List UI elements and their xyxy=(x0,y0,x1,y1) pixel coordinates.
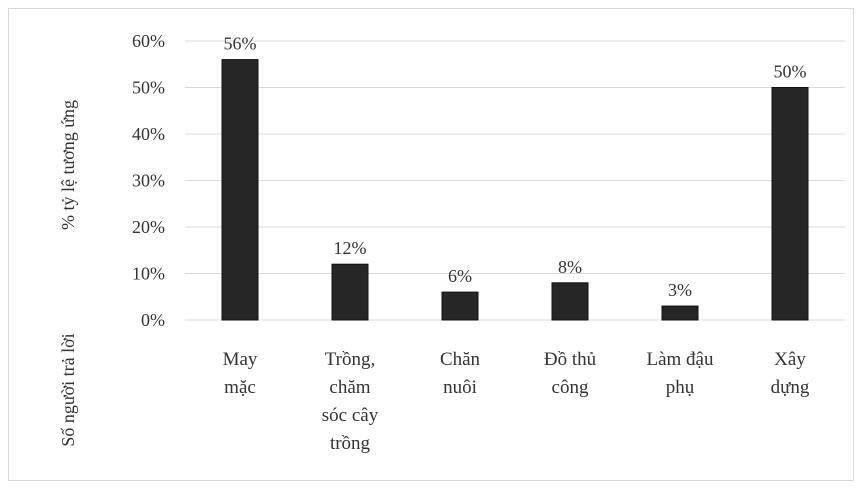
y-tick-label: 40% xyxy=(132,124,165,144)
x-category-line: nuôi xyxy=(443,377,477,398)
bar xyxy=(441,291,479,321)
bar xyxy=(771,87,809,321)
data-label: 56% xyxy=(224,34,257,54)
y-tick-label: 0% xyxy=(141,310,165,330)
x-category-label: Làm đậu phụ xyxy=(646,349,714,398)
y-tick-label: 20% xyxy=(132,217,165,237)
chart-frame xyxy=(8,8,854,481)
bar xyxy=(221,59,259,321)
x-category-line: Đồ thủ xyxy=(544,349,597,370)
y-tick-label: 50% xyxy=(132,78,165,98)
x-category-line: công xyxy=(552,377,589,398)
gridlines xyxy=(185,40,845,321)
x-category-label: Chăn nuôi xyxy=(440,349,481,398)
bar xyxy=(331,263,369,321)
data-label: 6% xyxy=(448,266,472,286)
data-label: 3% xyxy=(668,280,692,300)
x-category-label: Đồ thủ công xyxy=(544,349,597,398)
y-tick-label: 60% xyxy=(132,31,165,51)
y-axis-ticks: 0% 10% 20% 30% 40% 50% 60% xyxy=(132,31,165,330)
x-category-line: Chăn xyxy=(440,349,481,370)
x-category-label: Trồng, chăm sóc cây trồng xyxy=(322,349,379,454)
data-label: 8% xyxy=(558,257,582,277)
x-axis-labels: May mặc Trồng, chăm sóc cây trồng Chăn nuôi Đồ t… xyxy=(223,349,810,454)
x-category-line: dựng xyxy=(771,377,810,398)
x-category-line: chăm xyxy=(329,377,370,398)
y-tick-label: 10% xyxy=(132,264,165,284)
x-category-line: mặc xyxy=(224,377,256,398)
y-axis-title-upper: % tỷ lệ tương ứng xyxy=(58,100,78,230)
x-category-line: sóc cây xyxy=(322,405,379,426)
x-category-line: Trồng, xyxy=(325,349,376,370)
bar xyxy=(551,282,589,321)
y-tick-label: 30% xyxy=(132,171,165,191)
x-category-line: Xây xyxy=(774,349,806,370)
x-category-label: Xây dựng xyxy=(771,349,810,398)
y-axis-title-group: % tỷ lệ tương ứng Số người trả lời xyxy=(58,100,78,447)
data-label: 50% xyxy=(774,62,807,82)
data-labels: 56% 12% 6% 8% 3% 50% xyxy=(224,34,807,300)
x-category-line: Làm đậu xyxy=(646,349,714,370)
bar xyxy=(661,305,699,321)
x-category-line: phụ xyxy=(666,377,695,398)
x-category-label: May mặc xyxy=(223,349,258,398)
x-category-line: May xyxy=(223,349,258,370)
x-category-line: trồng xyxy=(330,433,371,454)
data-label: 12% xyxy=(334,238,367,258)
bars xyxy=(221,59,809,321)
y-axis-title-lower: Số người trả lời xyxy=(58,333,78,446)
